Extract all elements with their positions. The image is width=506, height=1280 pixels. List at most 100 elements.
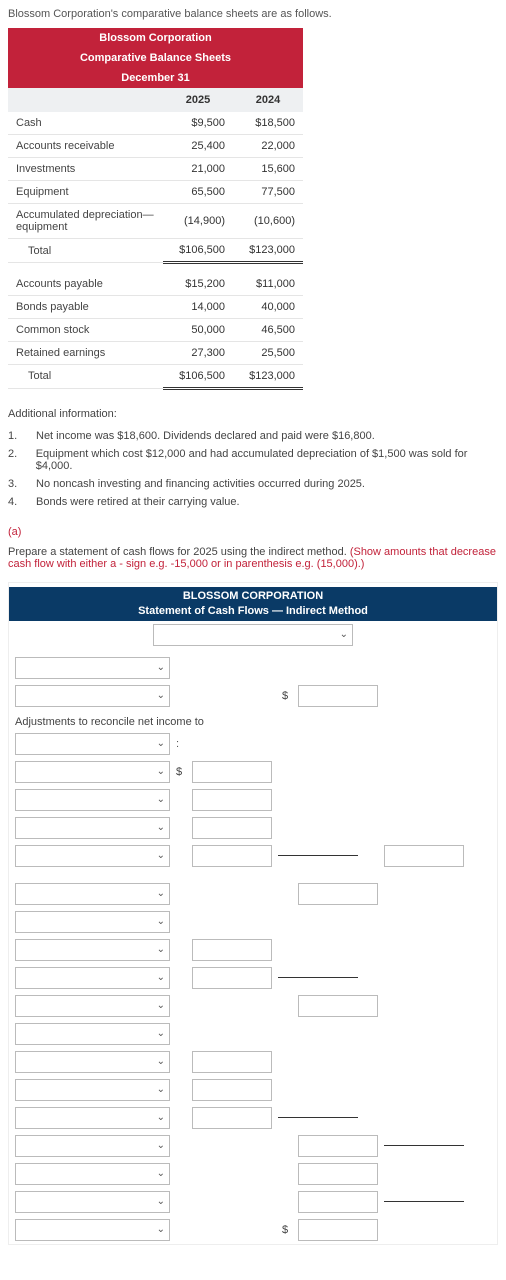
- amount-input[interactable]: [298, 685, 378, 707]
- line-item-dropdown[interactable]: ⌄: [15, 1163, 170, 1185]
- line-item-dropdown[interactable]: ⌄: [15, 939, 170, 961]
- chevron-down-icon: ⌄: [157, 1084, 165, 1095]
- row-val: $106,500: [163, 239, 233, 263]
- instruction-black: Prepare a statement of cash flows for 20…: [8, 546, 350, 558]
- line-item-dropdown[interactable]: ⌄: [15, 995, 170, 1017]
- table-row: Bonds payable14,00040,000: [8, 295, 303, 318]
- table-row: Equipment65,50077,500: [8, 181, 303, 204]
- underline: [278, 855, 358, 856]
- amount-input[interactable]: [192, 1051, 272, 1073]
- amount-input[interactable]: [192, 789, 272, 811]
- amount-input[interactable]: [298, 883, 378, 905]
- bs-date: December 31: [8, 68, 303, 88]
- activity-dropdown[interactable]: ⌄: [15, 657, 170, 679]
- amount-input[interactable]: [384, 845, 464, 867]
- instruction-text: Prepare a statement of cash flows for 20…: [8, 546, 498, 570]
- amount-input[interactable]: [192, 817, 272, 839]
- amount-input[interactable]: [298, 1135, 378, 1157]
- amount-input[interactable]: [192, 939, 272, 961]
- list-num: 3.: [8, 478, 22, 490]
- row-label: Accounts receivable: [8, 135, 163, 158]
- activity-dropdown[interactable]: ⌄: [15, 1023, 170, 1045]
- list-text: Bonds were retired at their carrying val…: [36, 496, 240, 508]
- line-item-dropdown[interactable]: ⌄: [15, 789, 170, 811]
- underline: [278, 1117, 358, 1118]
- line-item-dropdown[interactable]: ⌄: [15, 1051, 170, 1073]
- dollar-sign: $: [176, 766, 186, 778]
- bs-empty-colhead: [8, 88, 163, 112]
- row-val: (14,900): [163, 204, 233, 239]
- line-item-dropdown[interactable]: ⌄: [15, 733, 170, 755]
- balance-sheet-table: Blossom Corporation Comparative Balance …: [8, 28, 303, 390]
- chevron-down-icon: ⌄: [157, 916, 165, 927]
- chevron-down-icon: ⌄: [157, 1056, 165, 1067]
- row-val: 65,500: [163, 181, 233, 204]
- line-item-dropdown[interactable]: ⌄: [15, 883, 170, 905]
- year-dropdown[interactable]: ⌄: [153, 624, 353, 646]
- list-item: 4.Bonds were retired at their carrying v…: [8, 496, 498, 508]
- row-val: 77,500: [233, 181, 303, 204]
- chevron-down-icon: ⌄: [340, 629, 348, 640]
- part-label: (a): [8, 526, 498, 538]
- worksheet: BLOSSOM CORPORATION Statement of Cash Fl…: [8, 582, 498, 1245]
- row-label: Cash: [8, 112, 163, 135]
- chevron-down-icon: ⌄: [157, 738, 165, 749]
- underline: [278, 977, 358, 978]
- dollar-sign: $: [282, 690, 292, 702]
- line-item-dropdown[interactable]: ⌄: [15, 817, 170, 839]
- row-val: 15,600: [233, 158, 303, 181]
- list-text: Net income was $18,600. Dividends declar…: [36, 430, 375, 442]
- line-item-dropdown[interactable]: ⌄: [15, 1135, 170, 1157]
- line-item-dropdown[interactable]: ⌄: [15, 1219, 170, 1241]
- row-val: (10,600): [233, 204, 303, 239]
- row-val: $11,000: [233, 273, 303, 296]
- amount-input[interactable]: [192, 1079, 272, 1101]
- amount-input[interactable]: [192, 1107, 272, 1129]
- chevron-down-icon: ⌄: [157, 690, 165, 701]
- list-item: 2.Equipment which cost $12,000 and had a…: [8, 448, 498, 472]
- row-val: 25,500: [233, 341, 303, 364]
- row-val: $123,000: [233, 239, 303, 263]
- amount-input[interactable]: [298, 995, 378, 1017]
- row-val: $18,500: [233, 112, 303, 135]
- amount-input[interactable]: [192, 967, 272, 989]
- additional-info-list: 1.Net income was $18,600. Dividends decl…: [8, 430, 498, 508]
- amount-input[interactable]: [298, 1191, 378, 1213]
- chevron-down-icon: ⌄: [157, 944, 165, 955]
- table-row: Retained earnings27,30025,500: [8, 341, 303, 364]
- table-row: Accounts payable$15,200$11,000: [8, 273, 303, 296]
- line-item-dropdown[interactable]: ⌄: [15, 845, 170, 867]
- row-label: Total: [8, 239, 163, 263]
- bs-title: Comparative Balance Sheets: [8, 48, 303, 68]
- table-row: Investments21,00015,600: [8, 158, 303, 181]
- list-item: 1.Net income was $18,600. Dividends decl…: [8, 430, 498, 442]
- list-num: 2.: [8, 448, 22, 472]
- activity-dropdown[interactable]: ⌄: [15, 911, 170, 933]
- amount-input[interactable]: [192, 761, 272, 783]
- line-item-dropdown[interactable]: ⌄: [15, 1079, 170, 1101]
- bs-col-2025: 2025: [163, 88, 233, 112]
- amount-input[interactable]: [298, 1163, 378, 1185]
- line-item-dropdown[interactable]: ⌄: [15, 967, 170, 989]
- bs-company: Blossom Corporation: [8, 28, 303, 48]
- row-val: 21,000: [163, 158, 233, 181]
- intro-text: Blossom Corporation's comparative balanc…: [8, 8, 498, 20]
- row-val: $106,500: [163, 364, 233, 388]
- table-row: Accounts receivable25,40022,000: [8, 135, 303, 158]
- ws-company-header: BLOSSOM CORPORATION: [9, 587, 497, 605]
- row-label: Bonds payable: [8, 295, 163, 318]
- amount-input[interactable]: [192, 845, 272, 867]
- row-label: Accumulated depreciation—equipment: [8, 204, 163, 239]
- line-item-dropdown[interactable]: ⌄: [15, 685, 170, 707]
- chevron-down-icon: ⌄: [157, 1196, 165, 1207]
- list-item: 3.No noncash investing and financing act…: [8, 478, 498, 490]
- amount-input[interactable]: [298, 1219, 378, 1241]
- ws-statement-header: Statement of Cash Flows — Indirect Metho…: [9, 605, 497, 621]
- row-label: Equipment: [8, 181, 163, 204]
- table-row-total: Total$106,500$123,000: [8, 239, 303, 263]
- line-item-dropdown[interactable]: ⌄: [15, 1107, 170, 1129]
- line-item-dropdown[interactable]: ⌄: [15, 1191, 170, 1213]
- chevron-down-icon: ⌄: [157, 972, 165, 983]
- line-item-dropdown[interactable]: ⌄: [15, 761, 170, 783]
- chevron-down-icon: ⌄: [157, 1028, 165, 1039]
